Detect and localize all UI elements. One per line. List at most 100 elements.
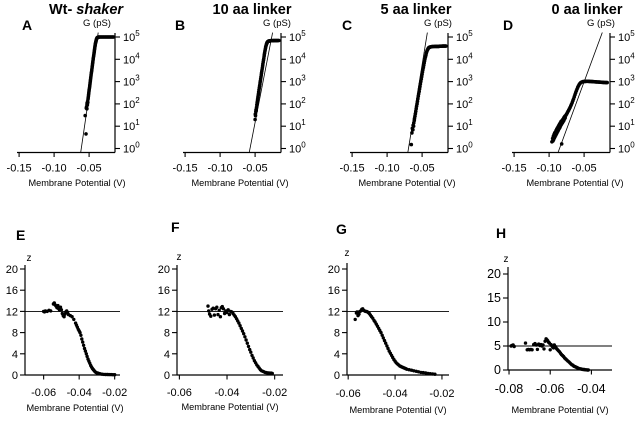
y-tick-base: 10 xyxy=(456,32,468,44)
data-point xyxy=(542,347,546,351)
y-tick-label: 101 xyxy=(618,118,635,133)
panel-title: 5 aa linker xyxy=(381,2,452,18)
x-tick-label: -0.10 xyxy=(375,163,400,175)
x-tick-label: -0.08 xyxy=(495,382,524,396)
x-tick-label: -0.05 xyxy=(77,163,102,175)
data-point xyxy=(238,324,242,328)
data-point xyxy=(80,337,84,341)
x-tick-label: -0.06 xyxy=(336,388,361,400)
y-tick-label: 15 xyxy=(487,291,501,305)
y-tick-label: 8 xyxy=(334,328,340,340)
x-tick-label: -0.06 xyxy=(167,387,192,399)
data-point xyxy=(248,347,252,352)
y-tick-exponent: 3 xyxy=(301,74,306,83)
panel-A: -0.15 -0.10 -0.05100101102103104105Wt-shak… xyxy=(7,2,141,188)
data-point xyxy=(227,312,232,317)
y-tick-exponent: 3 xyxy=(630,74,635,83)
data-point xyxy=(86,100,90,105)
y-tick-base: 10 xyxy=(618,54,630,66)
data-point xyxy=(250,353,254,358)
x-tick-label: -0.04 xyxy=(383,388,408,400)
data-point xyxy=(243,335,247,339)
panel-letter: E xyxy=(16,227,25,243)
data-point xyxy=(81,340,85,344)
x-tick-label: -0.10 xyxy=(42,163,67,175)
data-points xyxy=(41,301,117,377)
y-tick-exponent: 0 xyxy=(301,141,306,150)
y-tick-label: 102 xyxy=(289,96,306,111)
x-tick-label: -0.10 xyxy=(208,163,233,175)
data-point xyxy=(217,308,221,312)
x-axis-title: Membrane Potential (V) xyxy=(358,178,455,188)
data-point xyxy=(535,347,540,352)
panel-letter: A xyxy=(22,17,32,33)
data-point xyxy=(221,307,226,311)
y-tick-exponent: 5 xyxy=(135,29,140,38)
y-tick-exponent: 2 xyxy=(135,96,140,105)
y-tick-label: 105 xyxy=(123,29,140,44)
data-point xyxy=(215,305,219,309)
data-point xyxy=(559,142,564,146)
panel-letter: G xyxy=(336,221,347,237)
y-axis-unit-label: G (pS) xyxy=(587,18,615,29)
fit-line xyxy=(557,32,603,154)
x-tick-label: -0.02 xyxy=(429,388,454,400)
data-point xyxy=(379,330,383,335)
y-tick-label: 103 xyxy=(456,74,473,89)
data-point xyxy=(70,315,74,319)
y-tick-exponent: 3 xyxy=(468,74,473,83)
x-tick-label: -0.04 xyxy=(577,382,606,396)
y-tick-label: 101 xyxy=(123,118,140,133)
data-point xyxy=(49,309,53,313)
data-point xyxy=(270,371,274,376)
data-point xyxy=(216,312,220,317)
y-axis-unit-label: z xyxy=(27,253,32,264)
data-point xyxy=(541,343,545,347)
data-point xyxy=(411,127,415,132)
panel-title-italic: shaker xyxy=(76,2,124,18)
panel-title: 10 aa linker xyxy=(213,2,292,18)
y-tick-exponent: 3 xyxy=(135,74,140,83)
y-tick-exponent: 4 xyxy=(135,51,140,60)
data-point xyxy=(246,344,251,349)
data-point xyxy=(245,341,249,345)
y-tick-label: 4 xyxy=(164,349,170,361)
y-tick-exponent: 1 xyxy=(630,118,635,127)
data-point xyxy=(240,329,245,333)
x-tick-label: -0.06 xyxy=(536,382,565,396)
x-tick-label: -0.02 xyxy=(102,387,127,399)
y-tick-exponent: 2 xyxy=(468,96,473,105)
y-tick-label: 100 xyxy=(618,141,635,156)
data-point xyxy=(409,142,414,147)
y-tick-label: 103 xyxy=(289,74,306,89)
panel-letter: H xyxy=(496,225,506,241)
y-tick-base: 10 xyxy=(456,77,468,89)
y-tick-label: 102 xyxy=(456,96,473,111)
data-point xyxy=(253,117,257,122)
panel-H: 0 5 10 15 20 -0.08 -0.06 -0.04 Hz Membrane Potent… xyxy=(487,225,612,415)
data-points xyxy=(409,44,448,147)
data-point xyxy=(277,38,281,43)
data-point xyxy=(85,354,89,359)
y-tick-base: 10 xyxy=(618,121,630,133)
y-tick-base: 10 xyxy=(289,77,301,89)
y-tick-label: 8 xyxy=(12,328,18,340)
x-axis-title: Membrane Potential (V) xyxy=(26,403,123,413)
data-point xyxy=(56,303,60,308)
x-axis-title: Membrane Potential (V) xyxy=(526,178,623,188)
data-points xyxy=(253,38,281,122)
y-axis-unit-label: z xyxy=(177,252,182,263)
y-axis-unit-label: z xyxy=(345,248,350,259)
y-tick-label: 104 xyxy=(123,51,140,66)
data-points xyxy=(509,337,590,372)
x-axis-title: Membrane Potential (V) xyxy=(349,405,446,415)
y-axis-unit-label: z xyxy=(504,254,509,265)
data-point xyxy=(355,310,359,314)
y-tick-base: 10 xyxy=(456,144,468,156)
data-point xyxy=(244,338,248,342)
